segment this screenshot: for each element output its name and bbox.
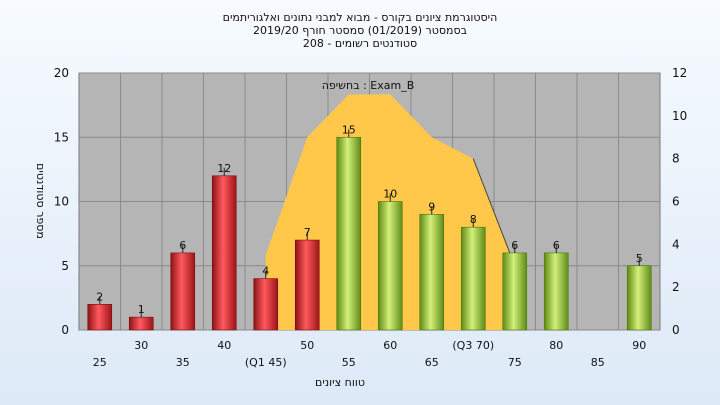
overlay-edge-line bbox=[472, 158, 516, 266]
chart-title-line1: היסטוגרמת ציונים בקורס - מבוא למבני נתונ… bbox=[222, 11, 498, 24]
data-label: 5 bbox=[636, 252, 643, 265]
data-label: 10 bbox=[383, 188, 397, 201]
bar bbox=[419, 214, 445, 331]
y-tick-label: 15 bbox=[54, 130, 69, 144]
bar bbox=[87, 303, 113, 331]
bar bbox=[294, 239, 320, 331]
x-tick-label: 75 bbox=[508, 356, 522, 369]
x-tick-label: 80 bbox=[549, 339, 563, 352]
bar bbox=[336, 136, 362, 331]
bar bbox=[128, 316, 154, 331]
data-label: 4 bbox=[262, 265, 269, 278]
data-label: 6 bbox=[553, 239, 560, 252]
data-label: 2 bbox=[96, 290, 103, 303]
y-tick-label: 20 bbox=[54, 66, 69, 80]
x-axis-label: טווח ציונים bbox=[315, 376, 365, 389]
y2-tick-label: 6 bbox=[672, 195, 680, 209]
chart-title-line2: בסמסטר (01/2019) סמסטר חורף 2019/20 bbox=[253, 24, 467, 37]
y2-tick-label: 0 bbox=[672, 323, 680, 337]
data-label: 9 bbox=[428, 200, 435, 213]
y-tick-label: 5 bbox=[61, 259, 69, 273]
bars: 2 1 6 12 4 7 15 10 9 8 6 6 5 bbox=[87, 123, 652, 331]
data-label: 1 bbox=[138, 303, 145, 316]
x-tick-label: (Q3 70) bbox=[452, 339, 494, 352]
y2-tick-label: 4 bbox=[672, 237, 680, 251]
chart-title-line3: סטודנטים רשומים - 208 bbox=[302, 37, 418, 50]
y-tick-label: 0 bbox=[61, 323, 69, 337]
x-tick-label: 50 bbox=[300, 339, 314, 352]
bar bbox=[253, 278, 279, 331]
data-label: 6 bbox=[511, 239, 518, 252]
x-tick-label: 40 bbox=[217, 339, 231, 352]
data-label: 7 bbox=[304, 226, 311, 239]
bar bbox=[626, 265, 652, 331]
x-tick-label: 55 bbox=[342, 356, 356, 369]
bar bbox=[543, 252, 569, 331]
x-tick-label: 25 bbox=[93, 356, 107, 369]
bar bbox=[460, 226, 486, 331]
x-tick-label: (Q1 45) bbox=[245, 356, 287, 369]
x-tick-label: 90 bbox=[632, 339, 646, 352]
y2-tick-label: 10 bbox=[672, 109, 687, 123]
x-tick-label: 35 bbox=[176, 356, 190, 369]
bar bbox=[377, 201, 403, 331]
bar bbox=[211, 175, 237, 331]
x-tick-label: 65 bbox=[425, 356, 439, 369]
data-label: 15 bbox=[342, 123, 356, 136]
data-label: 6 bbox=[179, 239, 186, 252]
data-label: 12 bbox=[217, 162, 231, 175]
x-tick-label: 85 bbox=[591, 356, 605, 369]
bar bbox=[502, 252, 528, 331]
y2-tick-label: 12 bbox=[672, 66, 687, 80]
y-axis-label: מספר סטודנטים bbox=[34, 163, 47, 239]
y2-tick-label: 2 bbox=[672, 280, 680, 294]
y-tick-label: 10 bbox=[54, 195, 69, 209]
x-tick-label: 60 bbox=[383, 339, 397, 352]
data-label: 8 bbox=[470, 213, 477, 226]
y2-tick-label: 8 bbox=[672, 152, 680, 166]
x-tick-label: 30 bbox=[134, 339, 148, 352]
bar bbox=[170, 252, 196, 331]
overlay-label: בחשיפה : Exam_B bbox=[322, 79, 415, 92]
